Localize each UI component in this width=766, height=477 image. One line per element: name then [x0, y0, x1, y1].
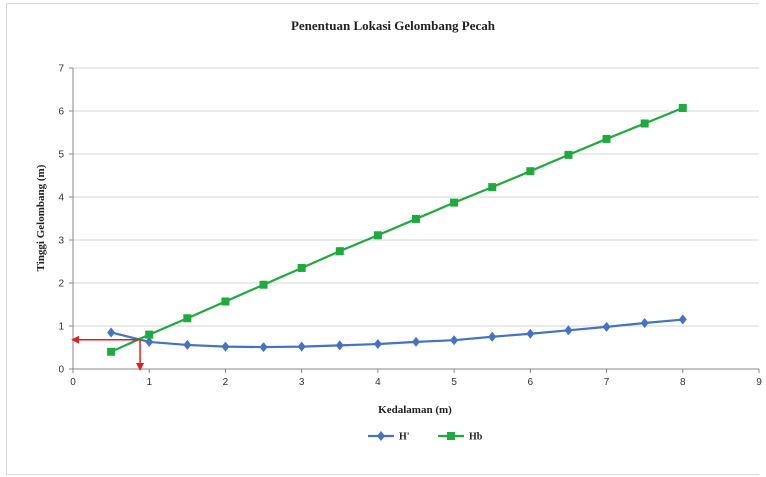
legend-item-h-prime: H'	[368, 431, 410, 443]
data-point	[297, 263, 306, 272]
data-point	[107, 327, 116, 338]
data-point	[450, 335, 459, 346]
data-point	[221, 297, 230, 306]
data-point	[373, 231, 382, 240]
x-tick-label: 6	[528, 377, 534, 388]
data-point	[183, 314, 192, 323]
data-point	[564, 150, 573, 159]
legend-marker	[377, 431, 385, 441]
data-point	[602, 134, 611, 143]
data-point	[412, 336, 420, 347]
data-point	[145, 336, 154, 347]
data-point	[373, 339, 382, 350]
x-tick-label: 0	[70, 377, 76, 388]
chart-frame	[6, 3, 759, 475]
series-h-prime	[107, 314, 687, 353]
legend-label: Hb	[469, 432, 483, 443]
x-tick-label: 9	[756, 377, 762, 388]
x-tick-label: 7	[604, 377, 610, 388]
legend: H' Hb	[368, 431, 483, 443]
legend-marker	[447, 432, 455, 440]
series-line	[110, 318, 683, 349]
data-point	[526, 167, 535, 176]
data-point	[335, 247, 344, 256]
gridlines	[73, 67, 759, 327]
data-point	[640, 317, 649, 328]
y-tick-label: 6	[58, 107, 64, 118]
y-tick-label: 4	[58, 193, 64, 204]
legend-item-hb: Hb	[438, 432, 483, 443]
x-tick-label: 8	[680, 377, 686, 388]
y-axis-title: Tinggi Gelombang (m)	[35, 164, 47, 271]
data-point	[640, 119, 649, 128]
series-line	[110, 106, 684, 353]
data-point	[183, 339, 192, 350]
x-axis-title: Kedalaman (m)	[378, 404, 452, 416]
y-tick-label: 1	[58, 322, 64, 333]
data-point	[335, 340, 344, 351]
x-tick-label: 3	[299, 377, 305, 388]
data-point	[564, 325, 573, 336]
y-tick-label: 5	[58, 150, 64, 161]
data-point	[221, 341, 230, 352]
data-point	[145, 330, 154, 339]
x-tick-label: 2	[223, 377, 229, 388]
data-point	[259, 280, 268, 289]
data-point	[107, 347, 116, 356]
series-layer	[107, 103, 687, 356]
data-point	[488, 331, 497, 342]
x-tick-label: 1	[146, 377, 152, 388]
data-point	[526, 328, 535, 339]
data-point	[297, 341, 306, 352]
data-point	[259, 342, 268, 353]
annotation-layer	[71, 335, 145, 371]
data-point	[678, 314, 687, 325]
y-tick-label: 0	[58, 365, 64, 376]
axes: 0 1 2 3 4 5 6 7 0 1 2 3 4 5 6 7 8 9	[58, 64, 762, 389]
data-point	[678, 103, 687, 112]
x-tick-label: 5	[451, 377, 457, 388]
chart-title: Penentuan Lokasi Gelombang Pecah	[291, 18, 496, 33]
data-point	[450, 198, 459, 207]
data-point	[602, 321, 611, 332]
y-tick-label: 2	[58, 279, 64, 290]
series-hb	[107, 103, 687, 356]
legend-label: H'	[399, 432, 410, 443]
data-point	[488, 183, 497, 192]
y-tick-label: 3	[58, 236, 64, 247]
data-point	[412, 214, 420, 223]
x-tick-label: 4	[375, 377, 381, 388]
y-tick-label: 7	[58, 64, 64, 75]
